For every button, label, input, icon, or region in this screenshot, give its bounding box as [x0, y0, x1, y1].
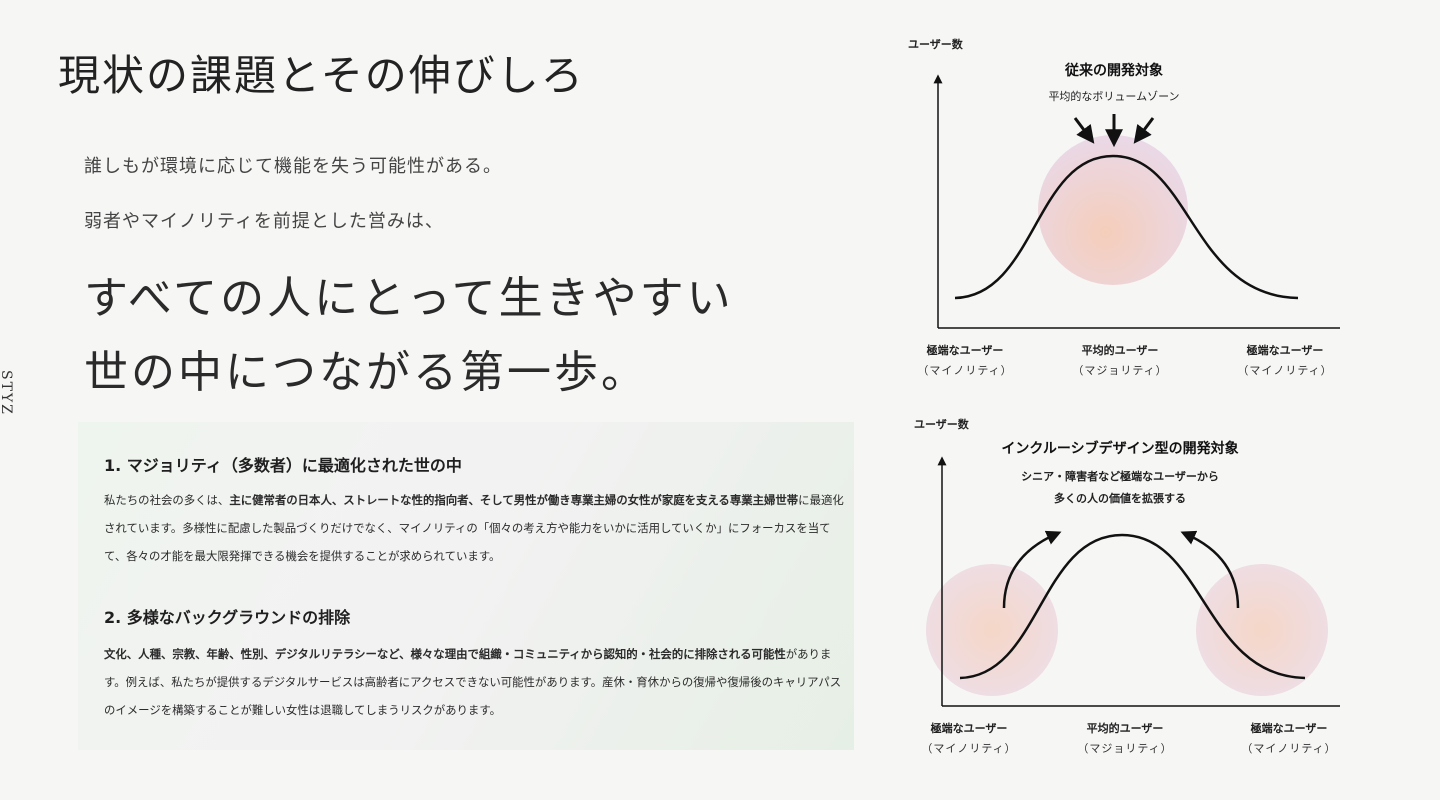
- x-label-center-sub: （マジョリティ）: [1077, 742, 1173, 755]
- x-label-left-sub: （マイノリティ）: [917, 364, 1013, 377]
- x-label-right-main: 極端なユーザー: [1246, 344, 1324, 357]
- section-2-text-emphasis: 文化、人種、宗教、年齢、性別、デジタルリテラシーなど、様々な理由で組織・コミュニ…: [104, 647, 786, 661]
- x-label-center: 平均的ユーザー （マジョリティ）: [1070, 720, 1180, 756]
- diagram-note-line-2: 多くの人の価値を拡張する: [1054, 492, 1186, 505]
- section-1-text-emphasis: 主に健常者の日本人、ストレートな性的指向者、そして男性が働き専業主婦の女性が家庭…: [229, 493, 799, 507]
- diagram-conventional-graphic: [933, 74, 1340, 329]
- diagram-conventional: ユーザー数 従来の開発対象 平均的なボリュームゾーン 極端なユーザー （マイノリ…: [900, 28, 1440, 388]
- section-1-body: 私たちの社会の多くは、主に健常者の日本人、ストレートな性的指向者、そして男性が働…: [104, 486, 844, 570]
- x-label-center-main: 平均的ユーザー: [1081, 344, 1159, 357]
- x-label-left-sub: （マイノリティ）: [921, 742, 1017, 755]
- arrow-expand-right: [1180, 530, 1240, 609]
- lead-line-1: 誰しもが環境に応じて機能を失う可能性がある。: [84, 156, 502, 177]
- diagram-note-line-1: シニア・障害者など極端なユーザーから: [1021, 470, 1219, 483]
- x-label-right-sub: （マイノリティ）: [1237, 364, 1333, 377]
- headline-line-2: 世の中につながる第一歩。: [84, 347, 648, 398]
- arrow-right: [1133, 117, 1155, 144]
- arrow-expand-left: [1002, 530, 1062, 609]
- x-label-right-main: 極端なユーザー: [1250, 722, 1328, 735]
- minority-blob-left: [926, 564, 1058, 696]
- volume-zone-blob: [1038, 135, 1188, 285]
- bell-curve: [954, 154, 1299, 300]
- section-1-text-a: 私たちの社会の多くは、: [104, 493, 230, 507]
- headline-line-1: すべての人にとって生きやすい: [84, 273, 734, 324]
- x-label-right-sub: （マイノリティ）: [1241, 742, 1337, 755]
- issues-panel: 1. マジョリティ（多数者）に最適化された世の中 私たちの社会の多くは、主に健常…: [78, 422, 854, 750]
- x-label-right: 極端なユーザー （マイノリティ）: [1230, 342, 1340, 378]
- x-label-right: 極端なユーザー （マイノリティ）: [1234, 720, 1344, 756]
- diagram-title: インクルーシブデザイン型の開発対象: [1001, 441, 1239, 457]
- section-1-title: 1. マジョリティ（多数者）に最適化された世の中: [104, 456, 462, 475]
- x-label-center: 平均的ユーザー （マジョリティ）: [1065, 342, 1175, 378]
- section-2-title: 2. 多様なバックグラウンドの排除: [104, 608, 351, 627]
- section-2-body: 文化、人種、宗教、年齢、性別、デジタルリテラシーなど、様々な理由で組織・コミュニ…: [104, 640, 844, 724]
- x-label-left: 極端なユーザー （マイノリティ）: [914, 720, 1024, 756]
- x-label-left: 極端なユーザー （マイノリティ）: [910, 342, 1020, 378]
- x-label-left-main: 極端なユーザー: [926, 344, 1004, 357]
- diagram-title: 従来の開発対象: [1065, 63, 1163, 79]
- bell-curve: [959, 533, 1306, 680]
- minority-blob-right: [1196, 564, 1328, 696]
- x-label-center-sub: （マジョリティ）: [1072, 364, 1168, 377]
- y-axis-label: ユーザー数: [908, 38, 963, 51]
- arrow-left: [1073, 117, 1095, 144]
- y-axis-label: ユーザー数: [914, 418, 969, 431]
- x-label-center-main: 平均的ユーザー: [1086, 722, 1164, 735]
- lead-line-2: 弱者やマイノリティを前提とした営みは、: [84, 211, 444, 232]
- diagram-note: シニア・障害者など極端なユーザーから 多くの人の価値を拡張する: [940, 466, 1300, 510]
- page-title: 現状の課題とその伸びしろ: [58, 51, 585, 100]
- diagram-inclusive: ユーザー数 インクルーシブデザイン型の開発対象 シニア・障害者など極端なユーザー…: [900, 410, 1440, 760]
- x-label-left-main: 極端なユーザー: [930, 722, 1008, 735]
- brand-logo: STYZ: [0, 370, 14, 416]
- section-1-text-b: に最適化されています。多様性に配慮した製品づくりだけでなく、マイノリティの「個々…: [104, 493, 844, 563]
- section-2-text-b: があります。例えば、私たちが提供するデジタルサービスは高齢者にアクセスできない可…: [104, 647, 842, 717]
- diagram-inclusive-graphic: [926, 456, 1340, 707]
- diagram-subtitle: 平均的なボリュームゾーン: [1048, 90, 1180, 103]
